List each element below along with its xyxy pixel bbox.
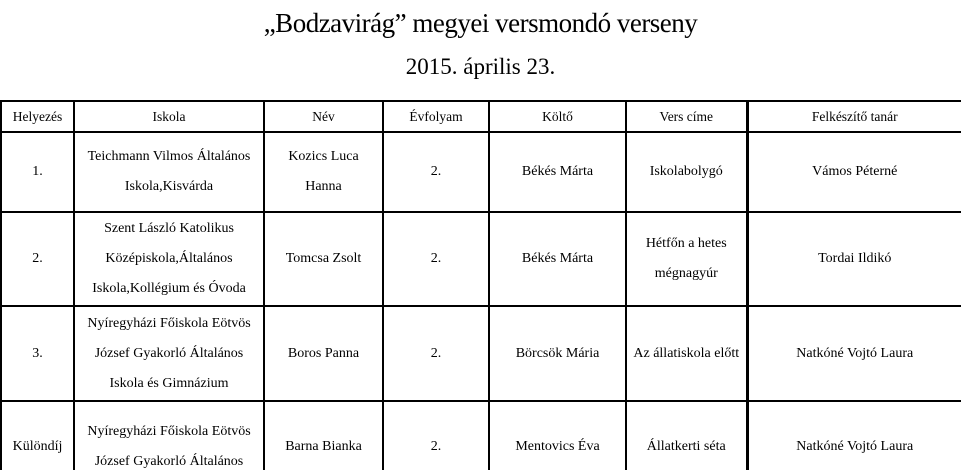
- cell-kolto: Mentovics Éva: [488, 400, 627, 470]
- table-header-row: Helyezés Iskola Név Évfolyam Költő Vers …: [0, 100, 961, 133]
- cell-iskola: Szent László Katolikus Középiskola,Által…: [73, 211, 265, 307]
- cell-nev: Boros Panna: [263, 305, 384, 402]
- cell-nev: Barna Bianka: [263, 400, 384, 470]
- cell-felkeszito-tanar: Tordai Ildikó: [745, 211, 961, 307]
- column-header-helyezes: Helyezés: [0, 100, 75, 133]
- cell-kolto: Békés Márta: [488, 131, 627, 213]
- cell-felkeszito-tanar: Natkóné Vojtó Laura: [745, 305, 961, 402]
- cell-evfolyam: 2.: [382, 131, 490, 213]
- column-header-kolto: Költő: [488, 100, 627, 133]
- column-header-nev: Név: [263, 100, 384, 133]
- column-header-iskola: Iskola: [73, 100, 265, 133]
- cell-evfolyam: 2.: [382, 305, 490, 402]
- column-header-felkeszito-tanar: Felkészítő tanár: [745, 100, 961, 133]
- cell-helyezes: Különdíj: [0, 400, 75, 470]
- results-table: Helyezés Iskola Név Évfolyam Költő Vers …: [0, 100, 961, 470]
- cell-kolto: Békés Márta: [488, 211, 627, 307]
- cell-vers-cime: Iskolabolygó: [625, 131, 748, 213]
- cell-helyezes: 3.: [0, 305, 75, 402]
- page-date: 2015. április 23.: [405, 54, 556, 79]
- cell-iskola: Nyíregyházi Főiskola Eötvös József Gyako…: [73, 305, 265, 402]
- page-title: „Bodzavirág” megyei versmondó verseny: [263, 8, 698, 38]
- cell-iskola: Nyíregyházi Főiskola Eötvös József Gyako…: [73, 400, 265, 470]
- table-row: 1. Teichmann Vilmos Általános Iskola,Kis…: [0, 131, 961, 213]
- cell-vers-cime: Az állatiskola előtt: [625, 305, 748, 402]
- cell-felkeszito-tanar: Natkóné Vojtó Laura: [745, 400, 961, 470]
- cell-evfolyam: 2.: [382, 400, 490, 470]
- cell-helyezes: 2.: [0, 211, 75, 307]
- cell-vers-cime: Hétfőn a hetes mégnagyúr: [625, 211, 748, 307]
- column-header-evfolyam: Évfolyam: [382, 100, 490, 133]
- cell-helyezes: 1.: [0, 131, 75, 213]
- cell-felkeszito-tanar: Vámos Péterné: [745, 131, 961, 213]
- table-row: Különdíj Nyíregyházi Főiskola Eötvös Józ…: [0, 400, 961, 470]
- cell-kolto: Börcsök Mária: [488, 305, 627, 402]
- cell-nev: Kozics Luca Hanna: [263, 131, 384, 213]
- table-row: 2. Szent László Katolikus Középiskola,Ál…: [0, 211, 961, 307]
- cell-iskola: Teichmann Vilmos Általános Iskola,Kisvár…: [73, 131, 265, 213]
- column-header-vers-cime: Vers címe: [625, 100, 748, 133]
- table-row: 3. Nyíregyházi Főiskola Eötvös József Gy…: [0, 305, 961, 402]
- cell-nev: Tomcsa Zsolt: [263, 211, 384, 307]
- cell-evfolyam: 2.: [382, 211, 490, 307]
- cell-vers-cime: Állatkerti séta: [625, 400, 748, 470]
